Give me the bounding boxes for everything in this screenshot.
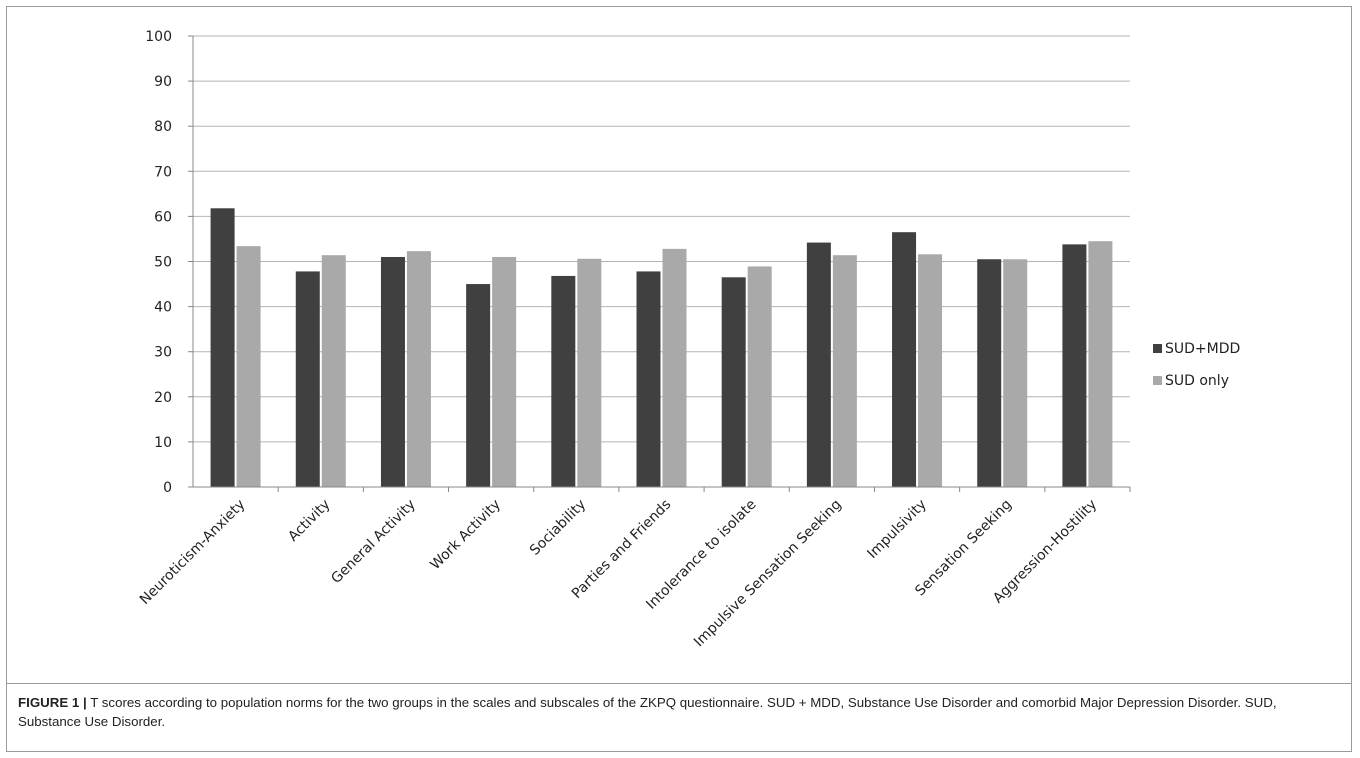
y-tick-label: 40 xyxy=(154,300,172,316)
bar-sud-mdd xyxy=(295,271,320,487)
bar-chart: 0 10 20 30 40 50 60 70 80 90 100 Neuroticism-Anxiet… xyxy=(137,29,1240,651)
bar-sud-only xyxy=(321,255,346,487)
bar-sud-mdd xyxy=(721,277,746,487)
y-tick-label: 30 xyxy=(154,345,172,361)
bar-sud-mdd xyxy=(466,284,491,487)
x-tick-label: Neuroticism-Anxiety xyxy=(137,497,248,608)
legend-swatch xyxy=(1153,376,1162,385)
bar-sud-only xyxy=(406,251,431,487)
bars xyxy=(210,208,1113,488)
gridlines xyxy=(193,35,1130,443)
bar-sud-mdd xyxy=(977,259,1002,487)
legend-swatch xyxy=(1153,344,1162,353)
legend-label: SUD+MDD xyxy=(1165,341,1240,357)
bar-sud-mdd xyxy=(892,232,917,487)
x-tick-label: Activity xyxy=(285,497,333,545)
bar-sud-only xyxy=(1003,259,1028,487)
x-tick-label: Sensation Seeking xyxy=(912,497,1015,600)
y-tick-label: 90 xyxy=(154,74,172,90)
x-tick-label: Impulsive Sensation Seeking xyxy=(691,497,845,651)
bar-sud-mdd xyxy=(551,275,576,487)
bar-sud-only xyxy=(1088,241,1113,487)
bar-sud-only xyxy=(662,248,687,487)
figure-caption: FIGURE 1 | T scores according to populat… xyxy=(18,693,1338,731)
x-tick-label: Impulsivity xyxy=(864,497,929,562)
y-tick-label: 20 xyxy=(154,390,172,406)
caption-text: T scores according to population norms f… xyxy=(18,695,1277,729)
y-tick-label: 80 xyxy=(154,119,172,135)
y-tick-label: 10 xyxy=(154,435,172,451)
bar-sud-mdd xyxy=(636,271,661,487)
bar-sud-only xyxy=(918,254,943,487)
legend-label: SUD only xyxy=(1165,373,1229,389)
y-tick-label: 70 xyxy=(154,164,172,180)
x-tick-label: Work Activity xyxy=(427,497,504,574)
bar-sud-only xyxy=(832,255,857,487)
bar-sud-mdd xyxy=(380,256,405,487)
bar-sud-mdd xyxy=(210,208,235,488)
x-tick-label: Sociability xyxy=(527,497,589,559)
bar-sud-only xyxy=(236,246,261,487)
bar-sud-only xyxy=(747,266,772,487)
caption-label: FIGURE 1 | xyxy=(18,695,87,710)
y-tick-label: 60 xyxy=(154,209,172,225)
y-tick-label: 0 xyxy=(163,480,172,496)
bar-sud-only xyxy=(492,256,517,487)
legend: SUD+MDD SUD only xyxy=(1153,341,1240,389)
bar-sud-mdd xyxy=(1062,244,1087,487)
caption-divider xyxy=(6,683,1352,684)
y-tick-label: 100 xyxy=(145,29,172,45)
bar-sud-only xyxy=(577,258,602,487)
bar-sud-mdd xyxy=(806,242,831,487)
x-tick-label: General Activity xyxy=(328,497,418,587)
y-tick-label: 50 xyxy=(154,255,172,271)
